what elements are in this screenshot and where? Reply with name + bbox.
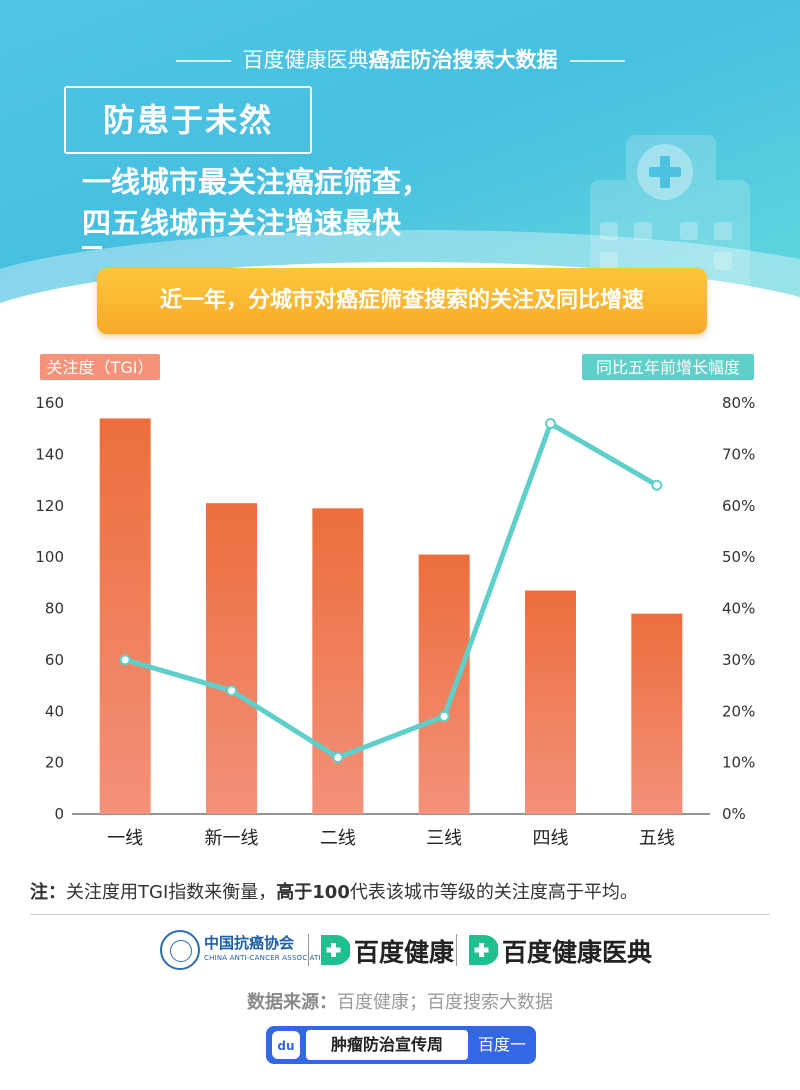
- x-tick-label: 二线: [320, 828, 356, 849]
- right-tick-label: 60%: [722, 497, 755, 515]
- bar: [631, 613, 683, 814]
- left-tick-label: 0: [54, 805, 64, 823]
- headline: 一线城市最关注癌症筛查， 四五线城市关注增速最快: [82, 162, 430, 244]
- right-tick-label: 0%: [722, 805, 746, 823]
- chart-subtitle-pill: 近一年，分城市对癌症筛查搜索的关注及同比增速: [97, 268, 707, 334]
- left-axis-badge: [40, 354, 160, 380]
- header-banner: 百度健康医典癌症防治搜索大数据 防患于未然 一线城市最关注癌症筛查， 四五线城市…: [0, 0, 800, 310]
- left-tick-label: 40: [45, 702, 64, 720]
- note-bold: 高于100: [276, 882, 350, 903]
- footer-divider: [30, 914, 770, 915]
- note-tail: 代表该城市等级的关注度高于平均。: [349, 882, 638, 903]
- left-tick-label: 80: [45, 600, 64, 618]
- logo-separator: [308, 934, 309, 966]
- left-tick-label: 60: [45, 651, 64, 669]
- right-axis-badge: [582, 354, 754, 380]
- headline-underline: [82, 246, 102, 249]
- bar: [206, 503, 257, 814]
- right-axis-label: 同比五年前增长幅度: [596, 358, 740, 377]
- x-tick-label: 五线: [639, 828, 675, 849]
- source-title: 百度健康医典癌症防治搜索大数据: [0, 44, 800, 74]
- left-tick-label: 140: [35, 445, 64, 463]
- growth-point: [651, 479, 663, 491]
- logo-baidu-health: 百度健康: [354, 938, 455, 967]
- growth-point: [545, 418, 556, 430]
- x-tick-label: 三线: [426, 828, 462, 849]
- bar: [312, 508, 364, 814]
- title-rule-left: [175, 60, 231, 62]
- anti-cancer-association-seal-icon: [160, 930, 200, 970]
- bar: [525, 590, 576, 814]
- assoc-english-name: CHINA ANTI-CANCER ASSOCIATION: [204, 954, 332, 962]
- logo-baidu-health-dict: 百度健康医典: [502, 938, 653, 967]
- hospital-illustration: [590, 135, 750, 300]
- baidu-health-dict-logo-icon: [469, 935, 498, 965]
- source-title-bold: 癌症防治搜索大数据: [368, 48, 558, 72]
- bar: [418, 554, 470, 814]
- growth-line: [122, 421, 660, 760]
- data-source: 数据来源：百度健康；百度搜索大数据: [0, 988, 800, 1014]
- title-rule-right: [569, 60, 625, 62]
- left-tick-label: 120: [35, 497, 64, 515]
- growth-point: [226, 685, 237, 697]
- left-tick-label: 20: [45, 754, 64, 772]
- bar: [99, 418, 151, 814]
- growth-point: [119, 654, 131, 666]
- left-axis-label: 关注度（TGI）: [47, 358, 154, 377]
- logo-separator-2: [456, 934, 457, 966]
- headline-line1: 一线城市最关注癌症筛查，: [82, 165, 431, 199]
- baidu-paw-icon: du: [272, 1031, 300, 1059]
- right-tick-label: 10%: [722, 754, 755, 772]
- search-button[interactable]: 百度一下: [477, 1035, 526, 1084]
- footnote: 注：关注度用TGI指数来衡量，高于100代表该城市等级的关注度高于平均。: [30, 878, 638, 904]
- tag-box: 防患于未然: [64, 86, 312, 154]
- search-input[interactable]: 肿瘤防治宣传周: [306, 1030, 468, 1060]
- right-tick-label: 80%: [722, 394, 755, 412]
- source-label: 数据来源：: [247, 992, 337, 1013]
- x-tick-label: 四线: [533, 828, 569, 849]
- headline-line2: 四五线城市关注增速最快: [82, 206, 402, 240]
- right-tick-label: 20%: [722, 702, 755, 720]
- growth-point: [438, 710, 450, 722]
- search-bar[interactable]: du 肿瘤防治宣传周 百度一下: [266, 1026, 536, 1084]
- right-tick-label: 50%: [722, 548, 755, 566]
- growth-point: [332, 751, 344, 763]
- source-title-plain: 百度健康医典: [242, 48, 369, 72]
- note-text: 关注度用TGI指数来衡量，: [66, 882, 277, 903]
- combo-chart: 关注度（TGI） 同比五年前增长幅度 0 20 40 60 80 100 120 140 160 0%…: [35, 354, 755, 849]
- left-tick-label: 160: [35, 394, 64, 412]
- x-tick-label: 一线: [107, 828, 143, 849]
- assoc-name: 中国抗癌协会: [204, 934, 295, 952]
- note-prefix: 注：: [30, 882, 66, 903]
- source-text: 百度健康；百度搜索大数据: [337, 992, 553, 1013]
- baidu-health-logo-icon: [321, 935, 350, 965]
- x-tick-label: 新一线: [205, 828, 259, 849]
- right-tick-label: 40%: [722, 600, 755, 618]
- left-tick-label: 100: [35, 548, 64, 566]
- right-tick-label: 30%: [722, 651, 755, 669]
- right-tick-label: 70%: [722, 445, 755, 463]
